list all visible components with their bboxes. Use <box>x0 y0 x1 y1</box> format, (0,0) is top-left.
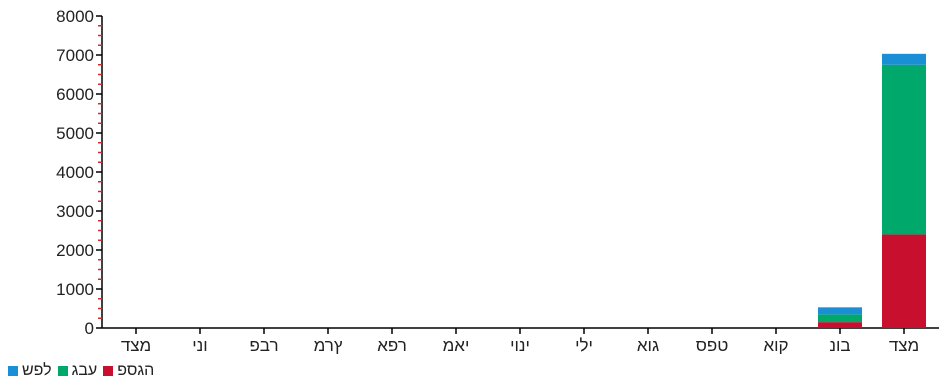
legend-label-1: עבג <box>71 362 98 379</box>
legend-item-2: לפש <box>8 362 52 380</box>
x-tick-label: טפס <box>696 336 729 355</box>
stacked-bar-chart: 0 1000 2000 3000 4000 5000 6000 7000 8000 מצד בונ… <box>56 7 939 355</box>
y-tick-label: 7000 <box>56 46 94 65</box>
legend-swatch-2 <box>8 366 18 376</box>
legend-item-1: עבג <box>57 362 98 380</box>
x-axis: מצד בונ קוא טפס גוא ילי ינוי יאמ רפא ץרמ רבפ וני מצד <box>102 327 939 355</box>
y-tick-label: 5000 <box>56 124 94 143</box>
legend-swatch-1 <box>57 366 68 376</box>
legend: לפש עבג הגספ <box>8 362 154 380</box>
y-tick-label: 1000 <box>56 280 94 299</box>
bar-segment <box>818 314 862 323</box>
bar-segment <box>882 53 926 65</box>
y-axis: 0 1000 2000 3000 4000 5000 6000 7000 8000 <box>56 7 103 338</box>
x-tick-label: מצד <box>121 336 151 355</box>
bars-group <box>818 53 926 328</box>
bar-segment <box>882 234 926 328</box>
x-tick-label: גוא <box>637 336 659 355</box>
bar-segment <box>818 322 862 328</box>
x-tick-label: ילי <box>575 336 593 355</box>
x-tick-label: בונ <box>829 336 850 355</box>
legend-item-0: הגספ <box>103 362 154 380</box>
x-tick-label: יאמ <box>443 336 470 355</box>
y-tick-label: 6000 <box>56 85 94 104</box>
bar-segment <box>818 307 862 315</box>
x-tick-label: ץרמ <box>314 336 343 355</box>
y-tick-label: 3000 <box>56 202 94 221</box>
x-tick-label: קוא <box>763 336 788 355</box>
x-tick-label: רפא <box>377 336 407 355</box>
legend-swatch-0 <box>103 366 114 376</box>
x-tick-label: רבפ <box>249 336 278 355</box>
legend-label-2: לפש <box>22 362 52 379</box>
y-tick-label: 0 <box>85 319 94 338</box>
y-tick-label: 4000 <box>56 163 94 182</box>
y-tick-label: 8000 <box>56 7 94 26</box>
legend-label-0: הגספ <box>117 362 155 379</box>
bar-segment <box>882 64 926 235</box>
x-tick-label: וני <box>192 336 207 355</box>
x-tick-label: מצד <box>889 336 919 355</box>
y-tick-label: 2000 <box>56 241 94 260</box>
x-tick-label: ינוי <box>510 336 530 355</box>
